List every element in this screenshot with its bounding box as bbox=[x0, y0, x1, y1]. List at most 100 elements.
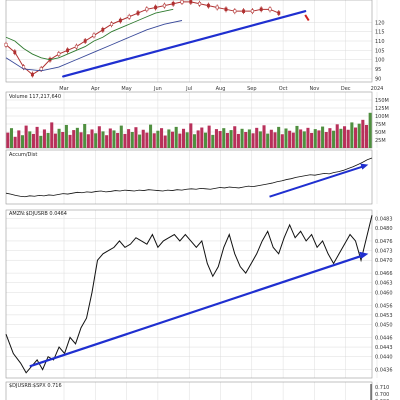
volume-bar bbox=[225, 132, 229, 148]
accum-dist-line bbox=[5, 157, 373, 198]
ratio-trendline bbox=[29, 254, 364, 368]
volume-bar bbox=[57, 128, 61, 148]
volume-bar bbox=[247, 129, 251, 148]
volume-bar bbox=[266, 133, 270, 148]
volume-y-tick: 50M bbox=[375, 130, 386, 136]
price-candle-body bbox=[189, 0, 193, 4]
volume-bar bbox=[343, 126, 347, 148]
price-candle-body bbox=[180, 0, 184, 4]
ratio-arrowhead bbox=[359, 251, 369, 259]
volume-bar bbox=[258, 131, 262, 148]
ratio-y-tick: 0.0440 bbox=[375, 355, 393, 361]
volume-y-tick: 100M bbox=[375, 114, 389, 120]
price-candle-body bbox=[250, 9, 254, 13]
volume-bar bbox=[174, 126, 178, 148]
volume-bar bbox=[152, 133, 156, 148]
volume-bar bbox=[203, 132, 207, 148]
volume-bar bbox=[20, 135, 24, 148]
x-tick-label: Aug bbox=[216, 86, 226, 92]
volume-bar bbox=[145, 132, 149, 148]
x-tick-label: May bbox=[121, 86, 131, 92]
price-candle-body bbox=[92, 33, 96, 38]
price-y-tick: 105 bbox=[375, 48, 385, 54]
ratio-y-tick: 0.0476 bbox=[375, 239, 393, 245]
volume-bar bbox=[17, 130, 21, 148]
price-candle-body bbox=[136, 11, 140, 15]
volume-y-tick: 125M bbox=[375, 106, 389, 112]
volume-bar bbox=[46, 132, 50, 148]
price-candle-body bbox=[127, 15, 131, 19]
volume-bar bbox=[262, 125, 266, 148]
djusrb-spx-panel-frame bbox=[5, 381, 373, 400]
volume-bar bbox=[229, 130, 233, 148]
volume-bar bbox=[79, 132, 83, 148]
price-last-marker bbox=[304, 14, 310, 22]
price-y-tick: 110 bbox=[375, 39, 385, 45]
volume-bar bbox=[156, 130, 160, 148]
volume-bar bbox=[233, 126, 237, 148]
volume-bar bbox=[302, 131, 306, 148]
volume-bar bbox=[24, 125, 28, 148]
x-tick-label: Apr bbox=[91, 86, 101, 92]
volume-bar bbox=[306, 127, 310, 148]
volume-bar bbox=[288, 130, 292, 148]
x-axis: MarAprMayJunJulAugSepOctNovDec2024Feb bbox=[59, 86, 384, 92]
volume-bar bbox=[218, 131, 222, 148]
x-tick-label: 2024 bbox=[371, 86, 384, 92]
volume-bar bbox=[13, 136, 17, 148]
volume-bar bbox=[207, 125, 211, 148]
volume-bar bbox=[317, 130, 321, 148]
volume-bar bbox=[280, 134, 284, 148]
volume-bar bbox=[357, 123, 361, 148]
volume-bar bbox=[72, 130, 76, 148]
price-candle-body bbox=[110, 22, 114, 26]
djusrb-spx-y-tick: 0.700 bbox=[375, 392, 389, 398]
volume-bar bbox=[50, 122, 54, 148]
price-candle-body bbox=[277, 11, 281, 15]
volume-bar bbox=[108, 128, 112, 148]
volume-y-tick: 150M bbox=[375, 98, 389, 104]
volume-bar bbox=[192, 134, 197, 148]
volume-bar bbox=[350, 122, 354, 148]
price-candle-body bbox=[171, 1, 175, 6]
price-candle-body bbox=[259, 7, 263, 12]
x-tick-label: Mar bbox=[59, 86, 69, 92]
volume-bar bbox=[178, 133, 182, 148]
volume-bar bbox=[346, 129, 350, 148]
djusrb-spx-y-tick: 0.710 bbox=[375, 385, 389, 391]
price-y-tick: 115 bbox=[375, 30, 385, 36]
volume-bar bbox=[200, 127, 204, 148]
price-candle-body bbox=[154, 5, 158, 10]
price-candle-body bbox=[215, 5, 219, 10]
volume-bar bbox=[291, 132, 295, 148]
volume-bar bbox=[75, 127, 79, 148]
grid-lines bbox=[6, 0, 378, 400]
volume-bar bbox=[244, 132, 248, 148]
volume-bar bbox=[68, 134, 72, 148]
volume-bar bbox=[130, 132, 134, 148]
ratio-y-tick: 0.0473 bbox=[375, 249, 393, 255]
volume-bar bbox=[138, 134, 142, 148]
ratio-y-tick: 0.0460 bbox=[375, 290, 393, 296]
volume-bar bbox=[112, 130, 116, 148]
price-y-tick: 120 bbox=[375, 20, 385, 26]
price-panel-frame bbox=[5, 0, 373, 83]
volume-bar bbox=[361, 119, 365, 148]
volume-bar bbox=[284, 128, 288, 148]
volume-bar bbox=[141, 129, 145, 148]
volume-bar bbox=[6, 132, 10, 148]
volume-panel-frame bbox=[5, 91, 373, 149]
volume-bar bbox=[127, 129, 131, 148]
price-candle-body bbox=[57, 52, 61, 56]
volume-bar bbox=[149, 124, 153, 148]
ratio-y-tick: 0.0436 bbox=[375, 368, 393, 374]
volume-bar bbox=[211, 134, 215, 148]
ratio-y-tick: 0.0466 bbox=[375, 271, 393, 277]
volume-bar bbox=[185, 132, 189, 148]
volume-bar bbox=[39, 135, 43, 148]
price-y-tick: 100 bbox=[375, 58, 385, 64]
volume-bar bbox=[105, 135, 109, 148]
price-candle-body bbox=[242, 9, 246, 13]
volume-bar bbox=[196, 130, 200, 148]
